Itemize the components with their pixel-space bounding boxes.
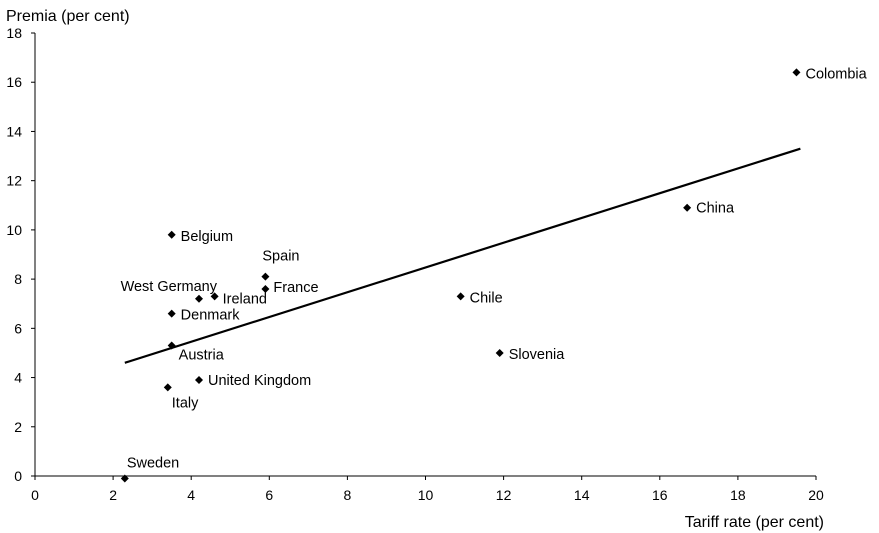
x-tick-label: 12: [496, 487, 512, 503]
point-marker-spain: [261, 272, 270, 281]
point-marker-italy: [163, 383, 172, 392]
x-tick-label: 10: [418, 487, 434, 503]
point-marker-france: [261, 284, 270, 293]
point-label-west-germany: West Germany: [121, 279, 218, 295]
x-tick-label: 14: [574, 487, 590, 503]
y-tick-label: 10: [6, 222, 22, 238]
y-tick-label: 12: [6, 173, 22, 189]
point-marker-slovenia: [495, 348, 504, 357]
point-label-italy: Italy: [172, 395, 199, 411]
point-label-chile: Chile: [470, 290, 503, 306]
point-label-spain: Spain: [262, 249, 299, 265]
x-tick-label: 8: [344, 487, 352, 503]
x-axis-title: Tariff rate (per cent): [685, 514, 824, 531]
y-tick-label: 0: [14, 468, 22, 484]
x-tick-label: 16: [652, 487, 668, 503]
y-axis: 0 2 4 6 8 10 12 14 16 18: [6, 25, 36, 484]
point-marker-sweden: [120, 474, 129, 483]
point-label-china: China: [696, 201, 735, 217]
point-marker-ireland: [210, 292, 219, 301]
x-tick-label: 0: [31, 487, 39, 503]
point-label-belgium: Belgium: [181, 229, 233, 245]
x-tick-label: 18: [730, 487, 746, 503]
point-label-austria: Austria: [179, 348, 225, 364]
y-tick-label: 2: [14, 419, 22, 435]
y-tick-label: 18: [6, 25, 22, 41]
point-label-denmark: Denmark: [181, 308, 241, 324]
y-tick-label: 8: [14, 271, 22, 287]
x-tick-label: 2: [109, 487, 117, 503]
point-label-united-kingdom: United Kingdom: [208, 373, 311, 389]
x-axis: 0 2 4 6 8 10 12 14 16 18 20: [31, 475, 824, 503]
point-label-colombia: Colombia: [805, 66, 867, 82]
point-label-ireland: Ireland: [223, 291, 267, 307]
point-label-france: France: [273, 280, 318, 296]
point-marker-colombia: [792, 68, 801, 77]
trend-line: [124, 147, 801, 364]
data-points: [120, 68, 801, 483]
y-tick-label: 6: [14, 320, 22, 336]
point-label-slovenia: Slovenia: [509, 347, 566, 363]
y-tick-label: 4: [14, 370, 22, 386]
point-marker-austria: [167, 341, 176, 350]
y-tick-label: 14: [6, 123, 22, 139]
x-tick-label: 20: [808, 487, 824, 503]
point-marker-belgium: [167, 230, 176, 239]
x-tick-label: 6: [265, 487, 273, 503]
point-labels: Colombia China Chile Slovenia Belgium Spain Fr…: [121, 66, 868, 471]
point-label-sweden: Sweden: [127, 455, 179, 471]
x-tick-label: 4: [187, 487, 195, 503]
point-marker-denmark: [167, 309, 176, 318]
y-axis-title: Premia (per cent): [6, 8, 130, 25]
point-marker-united-kingdom: [195, 376, 204, 385]
y-tick-label: 16: [6, 74, 22, 90]
point-marker-west-germany: [195, 294, 204, 303]
point-marker-chile: [456, 292, 465, 301]
point-marker-china: [683, 203, 692, 212]
